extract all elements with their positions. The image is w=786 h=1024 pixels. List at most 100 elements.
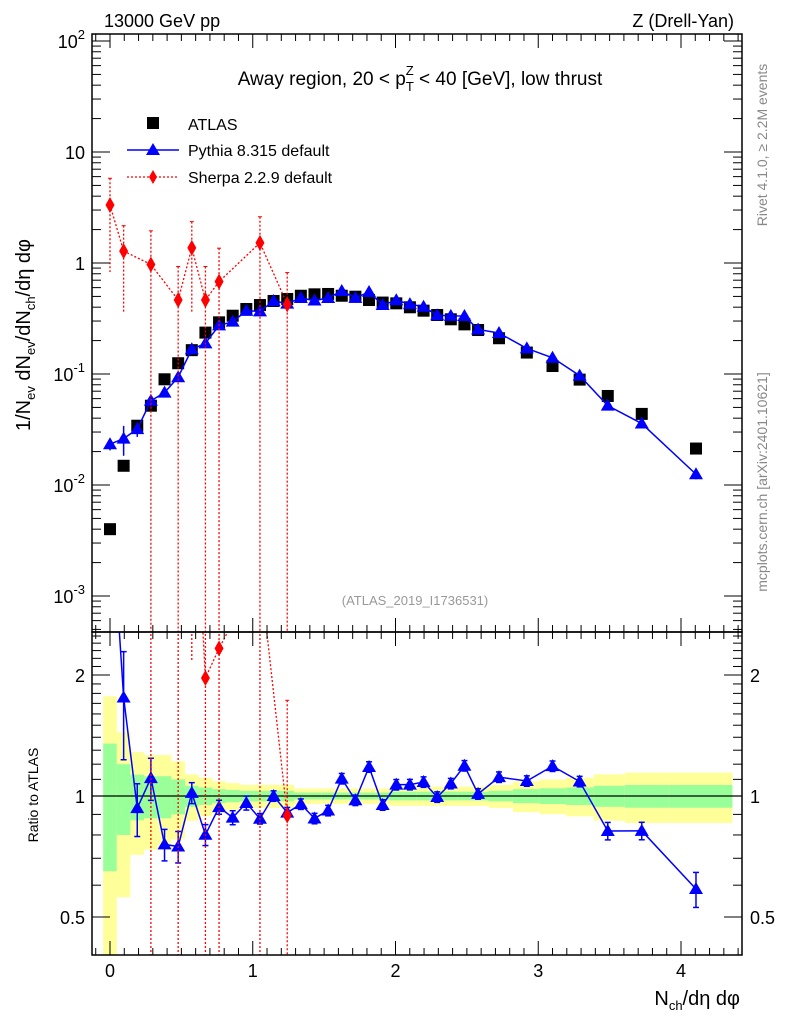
atlas-data-point <box>117 459 130 472</box>
pythia-ratio-point <box>252 811 267 824</box>
pythia-ratio-point <box>457 758 472 771</box>
pythia-data-point <box>198 336 213 349</box>
sherpa-ratio-point <box>187 614 196 630</box>
pythia-ratio-point <box>184 785 199 798</box>
pythia-ratio-point <box>634 823 649 836</box>
x-axis-label: Nch/dη dφ <box>654 988 740 1013</box>
x-tick-label: 2 <box>390 961 400 981</box>
pythia-data-point <box>389 293 404 306</box>
pythia-line <box>109 290 697 475</box>
sherpa-data-point <box>146 256 156 273</box>
pythia-data-point <box>545 350 560 363</box>
y-tick-label: 102 <box>58 27 85 52</box>
plot-title: Away region, 20 < pTZ < 40 [GeV], low th… <box>238 63 603 94</box>
pythia-data-point <box>116 431 131 444</box>
sherpa-data-point <box>187 239 197 256</box>
ratio-y-tick-label: 0.5 <box>60 908 85 928</box>
atlas-data-point <box>458 318 471 331</box>
ratio-y-tick-label: 2 <box>75 666 85 686</box>
atlas-data-point <box>199 326 212 339</box>
atlas-band-inner <box>157 776 172 819</box>
y-tick-label-base: 10 <box>53 587 73 607</box>
pythia-ratio-point <box>375 797 390 810</box>
pythia-data-point <box>239 303 254 316</box>
pythia-data-point <box>225 314 240 327</box>
pythia-data-point <box>491 326 506 339</box>
pythia-data-point <box>430 308 445 321</box>
pythia-ratio-point <box>572 774 587 787</box>
rivet-version-text: Rivet 4.1.0, ≥ 2.2M events <box>754 64 770 227</box>
pythia-ratio-point <box>334 771 349 784</box>
sherpa-ratio-point <box>200 669 210 686</box>
pythia-data-point <box>471 322 486 335</box>
ratio-y-tick-label: 1 <box>75 787 85 807</box>
pythia-ratio-point <box>402 777 417 790</box>
pythia-ratio-point <box>545 759 560 772</box>
y-tick-label: 10-1 <box>53 360 85 385</box>
pythia-ratio-point <box>519 773 534 786</box>
y-tick-label-exponent: -1 <box>73 360 85 375</box>
pythia-ratio-point <box>171 839 186 852</box>
sherpa-data-point <box>214 273 224 290</box>
y-tick-label-base: 10 <box>53 476 73 496</box>
pythia-data-point <box>334 283 349 296</box>
y-tick-label-exponent: 2 <box>78 27 85 42</box>
atlas-data-point <box>104 523 116 536</box>
pythia-data-point <box>634 416 649 429</box>
header-left: 13000 GeV pp <box>104 11 220 31</box>
atlas-data-point <box>601 389 614 402</box>
atlas-band-inner <box>116 764 131 835</box>
pythia-ratio-point <box>362 759 377 772</box>
ratio-y-tick-label-right: 2 <box>750 666 760 686</box>
atlas-data-point <box>689 442 702 455</box>
pythia-data-point <box>103 437 117 450</box>
pythia-data-point <box>416 299 431 312</box>
legend: ATLAS Pythia 8.315 default Sherpa 2.2.9 … <box>127 117 333 187</box>
mcplots-text: mcplots.cern.ch [arXiv:2401.10621] <box>754 372 770 591</box>
pythia-data-point <box>375 298 390 311</box>
atlas-data-point <box>635 407 648 420</box>
legend-atlas-marker <box>147 117 159 129</box>
pythia-ratio-point <box>600 823 615 836</box>
y-tick-label-base: 10 <box>53 365 73 385</box>
sherpa-data-point <box>200 292 210 309</box>
pythia-ratio-point <box>389 777 404 790</box>
ratio-panel-frame <box>91 631 743 956</box>
pythia-ratio-point <box>443 776 458 789</box>
ratio-panel-data <box>92 614 742 955</box>
main-panel-data <box>103 177 703 632</box>
atlas-band-inner <box>171 779 185 815</box>
atlas-band-inner <box>103 743 117 872</box>
pythia-ratio-point <box>198 827 213 840</box>
sherpa-data-point <box>105 197 115 214</box>
y-tick-label-exponent: -2 <box>73 471 85 486</box>
x-tick-label: 4 <box>676 961 686 981</box>
sherpa-data-point <box>255 234 265 251</box>
x-tick-label: 1 <box>248 961 258 981</box>
pythia-data-point <box>688 467 703 480</box>
x-tick-label: 3 <box>533 961 543 981</box>
legend-sherpa-marker <box>149 170 157 184</box>
pythia-ratio-point <box>239 795 254 808</box>
pythia-ratio-point <box>471 786 486 799</box>
pythia-ratio-point <box>321 803 336 816</box>
pythia-data-point <box>457 309 472 322</box>
y-tick-label-exponent: -3 <box>73 582 85 597</box>
atlas-data-point <box>158 373 171 386</box>
pythia-ratio-point <box>266 789 281 801</box>
pythia-ratio-point <box>348 793 363 806</box>
pythia-data-point <box>572 368 587 381</box>
pythia-ratio-point <box>491 770 506 783</box>
pythia-ratio-point <box>293 797 308 810</box>
sherpa-ratio-point <box>282 807 292 824</box>
pythia-ratio-point <box>416 775 431 788</box>
y-tick-label: 10 <box>65 143 85 163</box>
pythia-ratio-point <box>157 837 172 850</box>
pythia-ratio-point <box>688 882 703 895</box>
pythia-data-point <box>293 290 308 303</box>
atlas-data-point <box>546 360 559 373</box>
pythia-data-point <box>519 341 534 354</box>
pythia-data-point <box>600 398 615 411</box>
sherpa-data-point <box>119 243 129 260</box>
